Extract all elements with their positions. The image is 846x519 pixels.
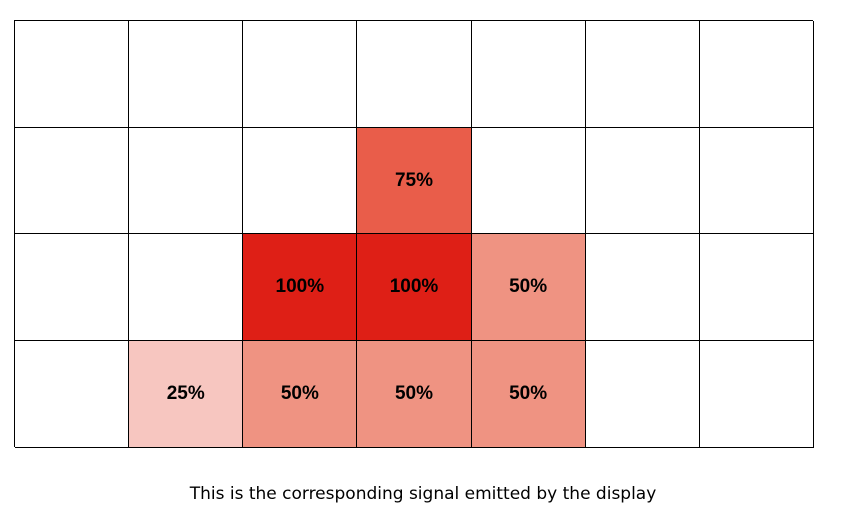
grid-cell xyxy=(585,128,700,234)
grid-cell: 50% xyxy=(357,341,472,448)
caption: This is the corresponding signal emitted… xyxy=(189,484,657,504)
grid-cell xyxy=(699,21,814,128)
grid-cell xyxy=(699,128,814,234)
grid-cell xyxy=(585,234,700,341)
grid-cell: 75% xyxy=(357,128,472,234)
grid-cell: 50% xyxy=(471,341,586,448)
grid-cell xyxy=(471,21,586,128)
grid-cell xyxy=(699,234,814,341)
grid-cell: 100% xyxy=(357,234,472,341)
grid-cell xyxy=(585,341,700,448)
grid-cell xyxy=(243,21,358,128)
grid-cell xyxy=(357,21,472,128)
signal-grid: 75% 100% 100% 50% 25% 50% 50% 50% xyxy=(14,20,814,448)
grid-cell xyxy=(129,128,244,234)
grid-cell xyxy=(15,341,130,448)
grid-cell: 100% xyxy=(243,234,358,341)
grid-cell xyxy=(699,341,814,448)
grid-cell: 50% xyxy=(243,341,358,448)
grid-cell: 50% xyxy=(471,234,586,341)
grid-cell: 25% xyxy=(129,341,244,448)
grid-cell xyxy=(129,21,244,128)
grid-cell xyxy=(243,128,358,234)
grid-cell xyxy=(15,234,130,341)
grid-cell xyxy=(129,234,244,341)
grid-cell xyxy=(585,21,700,128)
grid-cell xyxy=(471,128,586,234)
grid-cell xyxy=(15,21,130,128)
grid-cell xyxy=(15,128,130,234)
